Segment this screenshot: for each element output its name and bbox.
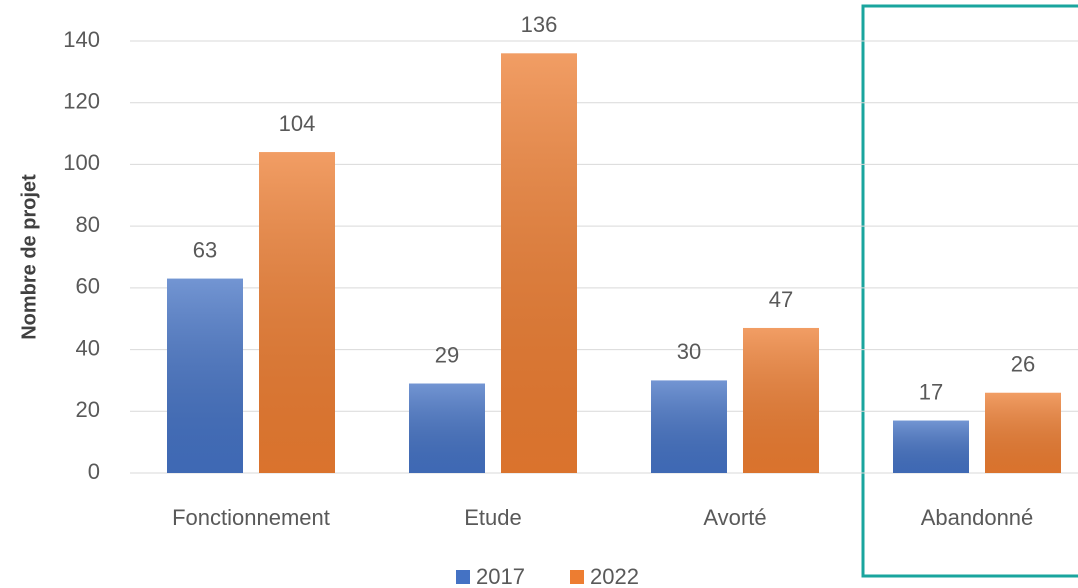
- x-tick-label: Abandonné: [921, 505, 1034, 530]
- data-label: 17: [919, 379, 943, 404]
- legend-swatch: [456, 570, 470, 584]
- bar-shade: [985, 392, 1061, 473]
- y-tick-label: 20: [76, 397, 100, 422]
- data-label: 30: [677, 339, 701, 364]
- data-label: 136: [521, 12, 558, 37]
- data-label: 26: [1011, 352, 1035, 377]
- y-tick-label: 140: [63, 27, 100, 52]
- highlight-box: [861, 4, 1078, 578]
- bar-shade: [743, 327, 819, 473]
- data-label: 29: [435, 342, 459, 367]
- y-tick-label: 100: [63, 150, 100, 175]
- y-tick-label: 80: [76, 212, 100, 237]
- legend-label: 2017: [476, 564, 525, 588]
- data-label: 63: [193, 237, 217, 262]
- x-tick-label: Etude: [464, 505, 522, 530]
- legend-label: 2022: [590, 564, 639, 588]
- x-tick-label: Avorté: [703, 505, 766, 530]
- bar-shade: [893, 420, 969, 473]
- x-tick-label: Fonctionnement: [172, 505, 330, 530]
- bar-shade: [409, 383, 485, 473]
- y-tick-label: 120: [63, 89, 100, 114]
- bar-shade: [259, 152, 335, 474]
- bar-shade: [651, 380, 727, 473]
- data-label: 47: [769, 287, 793, 312]
- y-tick-label: 0: [88, 459, 100, 484]
- legend-swatch: [570, 570, 584, 584]
- bar-shade: [167, 278, 243, 473]
- y-tick-label: 60: [76, 274, 100, 299]
- data-label: 104: [279, 111, 316, 136]
- y-tick-label: 40: [76, 335, 100, 360]
- y-axis-label: Nombre de projet: [18, 174, 40, 340]
- bar-shade: [501, 53, 577, 473]
